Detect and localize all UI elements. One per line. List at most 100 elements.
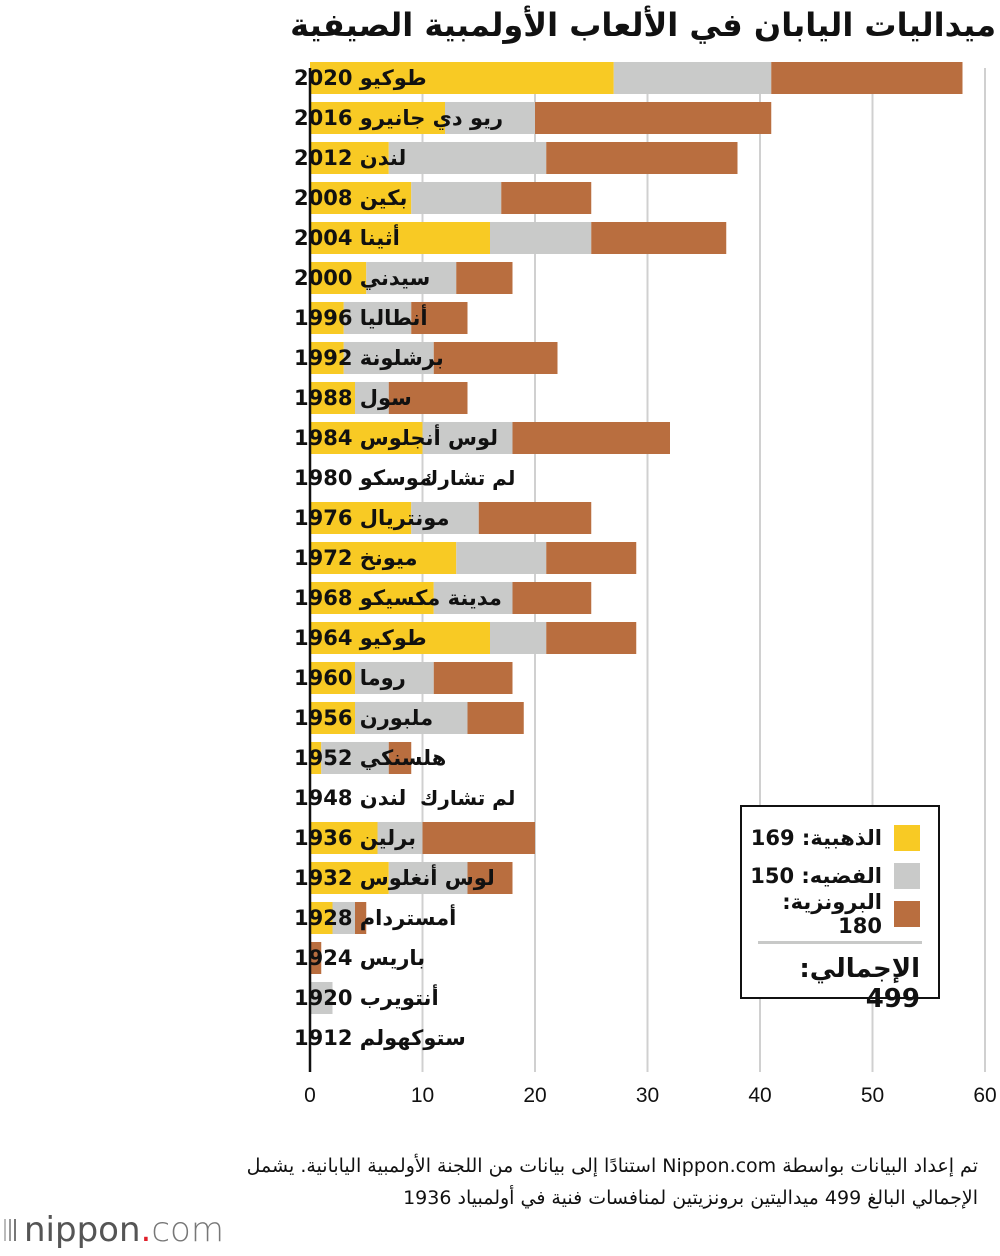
bar-segment-bronze bbox=[546, 142, 738, 174]
category-label: روما 1960 bbox=[294, 666, 406, 690]
category-label: طوكيو 2020 bbox=[294, 66, 427, 90]
bar-segment-gold bbox=[310, 862, 389, 894]
logo-bars-icon bbox=[4, 1219, 16, 1241]
bar-segment-silver bbox=[355, 662, 434, 694]
bar-segment-gold bbox=[310, 182, 412, 214]
legend-silver-label: الفضيه: 150 bbox=[750, 864, 882, 888]
bar-segment-bronze bbox=[467, 862, 513, 894]
bar-segment-silver bbox=[343, 342, 434, 374]
bar-segment-bronze bbox=[771, 62, 963, 94]
logo-suffix: com bbox=[151, 1210, 224, 1250]
legend-item-bronze: البرونزية: 180 bbox=[742, 890, 938, 938]
bar-segment-gold bbox=[310, 222, 490, 254]
chart-title: ميداليات اليابان في الألعاب الأولمبية ال… bbox=[290, 6, 996, 44]
bar-segment-bronze bbox=[535, 102, 772, 134]
bar-segment-gold bbox=[310, 302, 344, 334]
bars bbox=[310, 62, 963, 1014]
bar-segment-silver bbox=[411, 502, 479, 534]
bar-segment-silver bbox=[388, 142, 547, 174]
logo-word: nippon bbox=[24, 1210, 141, 1250]
bar-segment-gold bbox=[310, 542, 457, 574]
not-participated-label: لم تشارك bbox=[420, 786, 515, 810]
legend-total: الإجمالي: 499 bbox=[799, 954, 920, 1014]
bar-segment-silver bbox=[411, 182, 502, 214]
bronze-swatch bbox=[894, 901, 920, 927]
bar-segment-silver bbox=[433, 582, 513, 614]
category-label: لندن 1948 bbox=[294, 786, 406, 810]
x-tick-label: 0 bbox=[304, 1084, 316, 1107]
bar-segment-gold bbox=[310, 342, 344, 374]
x-tick-label: 30 bbox=[636, 1084, 659, 1107]
category-label: برشلونة 1992 bbox=[294, 346, 444, 370]
x-tick-label: 40 bbox=[748, 1084, 771, 1107]
bar-segment-silver bbox=[422, 422, 513, 454]
category-label: برلين 1936 bbox=[294, 826, 416, 850]
category-label: ملبورن 1956 bbox=[294, 706, 433, 730]
bar-segment-gold bbox=[310, 702, 355, 734]
category-label: سيدني 2000 bbox=[294, 266, 430, 290]
bar-segment-bronze bbox=[478, 502, 592, 534]
bar-segment-silver bbox=[490, 622, 547, 654]
bar-segment-gold bbox=[310, 822, 378, 854]
legend-gold-label: الذهبية: 169 bbox=[750, 826, 882, 850]
legend-bronze-label: البرونزية: 180 bbox=[782, 890, 882, 938]
bar-segment-gold bbox=[310, 142, 389, 174]
legend-item-gold: الذهبية: 169 bbox=[742, 819, 938, 857]
category-label: ريو دي جانيرو 2016 bbox=[294, 106, 503, 131]
category-label: ميونخ 1972 bbox=[294, 546, 418, 570]
bar-segment-bronze bbox=[456, 262, 513, 294]
bar-segment-gold bbox=[310, 382, 355, 414]
bar-segment-bronze bbox=[591, 222, 727, 254]
bar-segment-gold bbox=[310, 902, 333, 934]
bar-segment-bronze bbox=[310, 942, 322, 974]
bar-segment-gold bbox=[310, 102, 445, 134]
bar-segment-silver bbox=[343, 302, 412, 334]
legend: الذهبية: 169 الفضيه: 150 البرونزية: 180 … bbox=[740, 805, 940, 1014]
category-label: أنتويرب 1920 bbox=[294, 983, 439, 1010]
bar-segment-silver bbox=[310, 982, 333, 1014]
x-tick-labels: 0 10 20 30 40 50 60 bbox=[304, 1084, 997, 1107]
bar-segment-bronze bbox=[546, 622, 637, 654]
bar-segment-silver bbox=[377, 822, 423, 854]
gold-swatch bbox=[894, 825, 920, 851]
legend-divider bbox=[758, 941, 922, 944]
category-label: لندن 2012 bbox=[294, 146, 406, 170]
nippon-logo: nippon. com bbox=[4, 1210, 224, 1250]
bar-segment-gold bbox=[310, 742, 322, 774]
category-label: ستوكهولم 1912 bbox=[294, 1026, 466, 1050]
legend-item-silver: الفضيه: 150 bbox=[742, 857, 938, 895]
category-label: موسكو 1980 bbox=[294, 466, 432, 490]
bar-segment-gold bbox=[310, 582, 434, 614]
category-label: أمستردام 1928 bbox=[294, 903, 456, 930]
x-tick-label: 60 bbox=[973, 1084, 996, 1107]
bar-segment-gold bbox=[310, 62, 614, 94]
bar-segment-gold bbox=[310, 422, 423, 454]
category-label: طوكيو 1964 bbox=[294, 626, 427, 650]
bar-segment-silver bbox=[445, 102, 535, 134]
bar-segment-silver bbox=[490, 222, 592, 254]
x-tick-label: 20 bbox=[523, 1084, 546, 1107]
bar-segment-bronze bbox=[467, 702, 524, 734]
silver-swatch bbox=[894, 863, 920, 889]
bar-segment-bronze bbox=[433, 342, 558, 374]
bar-segment-bronze bbox=[388, 382, 468, 414]
category-labels: طوكيو 2020 ريو دي جانيرو 2016 لندن 2012 بكي… bbox=[294, 66, 503, 1050]
x-tick-label: 50 bbox=[861, 1084, 884, 1107]
bar-segment-bronze bbox=[512, 422, 670, 454]
bar-segment-bronze bbox=[388, 742, 412, 774]
logo-dot: . bbox=[140, 1210, 152, 1250]
bar-segment-silver bbox=[366, 262, 457, 294]
annotations: لم تشارك لم تشارك bbox=[420, 466, 515, 810]
not-participated-label: لم تشارك bbox=[420, 466, 515, 490]
x-tick-label: 10 bbox=[411, 1084, 434, 1107]
category-label: أنطاليا 1996 bbox=[294, 303, 428, 330]
bar-segment-gold bbox=[310, 662, 355, 694]
category-label: لوس أنغلوس 1932 bbox=[294, 863, 495, 890]
bar-segment-bronze bbox=[501, 182, 592, 214]
bar-segment-silver bbox=[456, 542, 547, 574]
category-label: مدينة مكسيكو 1968 bbox=[294, 586, 502, 610]
bar-segment-silver bbox=[388, 862, 468, 894]
bar-segment-gold bbox=[310, 622, 490, 654]
bar-segment-silver bbox=[355, 382, 389, 414]
bar-chart: طوكيو 2020 ريو دي جانيرو 2016 لندن 2012 بكي… bbox=[294, 62, 997, 1107]
